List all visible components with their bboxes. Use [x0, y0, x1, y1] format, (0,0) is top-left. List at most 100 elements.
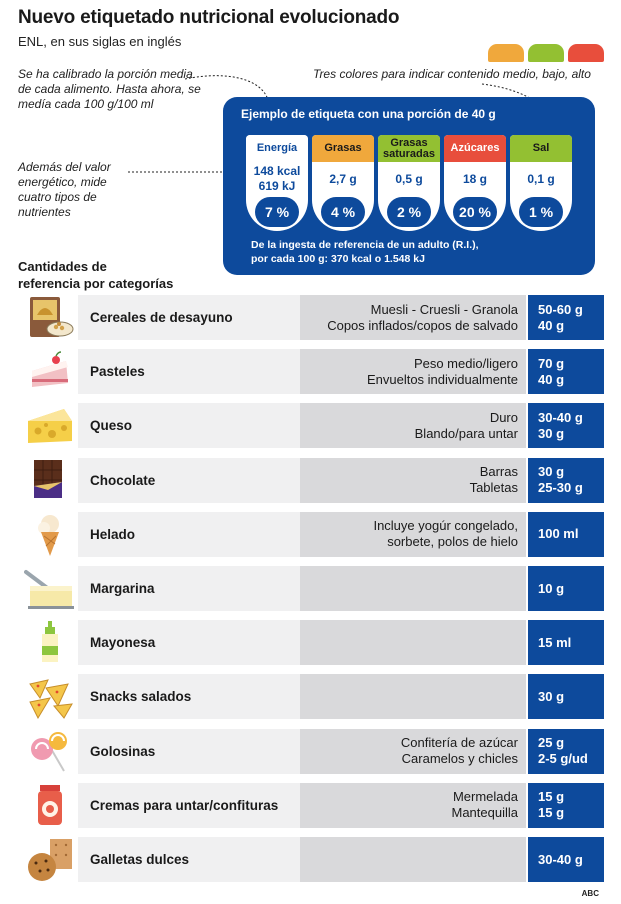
category-name-cell: Galletas dulces [78, 837, 300, 882]
category-amount-line: 70 g [538, 355, 565, 371]
category-amount-line: 30 g [538, 688, 565, 704]
category-amount-cell: 30-40 g [528, 837, 604, 882]
gda-column: Energía 148 kcal 619 kJ 7 % [246, 135, 308, 231]
category-description-line: Duro [489, 409, 518, 425]
category-description-cell: Peso medio/ligero Envueltos individualmen… [300, 349, 526, 395]
category-description-line: Muesli - Cruesli - Granola [370, 301, 518, 317]
colors-note: Tres colores para indicar contenido medi… [313, 67, 591, 81]
category-amount-cell: 15 g 15 g [528, 782, 604, 828]
category-description-cell [300, 674, 526, 720]
gda-column: Sal 0,1 g 1 % [510, 135, 572, 231]
category-description-line: Confitería de azúcar [400, 735, 518, 751]
cereal-box-icon [24, 295, 76, 340]
category-description-cell [300, 837, 526, 882]
category-amount-cell: 100 ml [528, 511, 604, 557]
gda-nutrient-name: Energía [246, 135, 308, 162]
category-amount-line: 15 g [538, 789, 565, 805]
category-description-line: Peso medio/ligero [413, 355, 518, 371]
gda-values: 0,1 g [510, 162, 572, 196]
chocolate-bar-icon [24, 458, 76, 503]
category-description-line: sorbete, polos de hielo [387, 534, 518, 550]
category-row: Chocolate Barras Tabletas 30 g 25-30 g [18, 457, 604, 503]
category-row: Margarina 10 g [18, 566, 604, 611]
color-legend [488, 44, 604, 62]
category-description-cell: Mermelada Mantequilla [300, 782, 526, 828]
category-name-cell: Chocolate [78, 457, 300, 503]
category-amount-line: 100 ml [538, 526, 579, 542]
category-description-line: Blando/para untar [414, 425, 518, 441]
category-amount: 30 g 25-30 g [538, 458, 583, 503]
category-amount-cell: 50-60 g 40 g [528, 295, 604, 340]
category-amount-cell: 70 g 40 g [528, 349, 604, 395]
category-row: Queso Duro Blando/para untar 30-40 g 30 g [18, 403, 604, 449]
category-row: Cereales de desayuno Muesli - Cruesli - G… [18, 295, 604, 340]
category-name-cell: Pasteles [78, 349, 300, 395]
label-footnote-line-2: por cada 100 g: 370 kcal o 1.548 kJ [251, 253, 425, 265]
category-amount-line: 10 g [538, 580, 565, 596]
category-amount-cell: 30 g 25-30 g [528, 457, 604, 503]
category-amount-line: 30-40 g [538, 409, 583, 425]
category-description-line: Barras [479, 464, 518, 480]
categories-heading-line-2: referencia por categorías [18, 276, 174, 291]
category-amount-line: 40 g [538, 371, 565, 387]
category-name-cell: Golosinas [78, 728, 300, 774]
category-name: Helado [90, 526, 136, 542]
category-row: Golosinas Confitería de azúcar Caramelos y… [18, 728, 604, 774]
source-credit: ABC [581, 889, 599, 898]
nutrition-label-example: Ejemplo de etiqueta con una porción de 4… [223, 97, 595, 275]
category-row: Snacks salados 30 g [18, 674, 604, 720]
category-name-cell: Cremas para untar/confituras [78, 782, 300, 828]
gda-value: 2,7 g [329, 171, 357, 186]
gda-column: Grasas 2,7 g 4 % [312, 135, 374, 231]
gda-nutrient-name: Azúcares [444, 135, 506, 162]
gda-values: 18 g [444, 162, 506, 196]
low-color-swatch [528, 44, 564, 62]
category-name-cell: Snacks salados [78, 674, 300, 720]
margarine-tub-icon [24, 566, 76, 611]
gda-column: Azúcares 18 g 20 % [444, 135, 506, 231]
category-description-line: Mermelada [452, 789, 518, 805]
category-description-line: Mantequilla [451, 805, 519, 821]
category-amount-line: 30 g [538, 464, 565, 480]
category-amount-cell: 10 g [528, 566, 604, 611]
page-title: Nuevo etiquetado nutricional evolucionad… [18, 7, 400, 28]
mayonnaise-bottle-icon [24, 620, 76, 665]
categories-heading: Cantidades de referencia por categorías [18, 258, 173, 292]
category-amount-line: 25-30 g [538, 480, 583, 496]
label-footnote: De la ingesta de referencia de un adulto… [251, 238, 479, 266]
category-name: Mayonesa [90, 635, 156, 651]
category-row: Helado Incluye yogúr congelado, sorbete, p… [18, 511, 604, 557]
category-description-line: Envueltos individualmente [366, 371, 518, 387]
category-name-cell: Cereales de desayuno [78, 295, 300, 340]
label-heading: Ejemplo de etiqueta con una porción de 4… [241, 107, 496, 121]
category-description-cell: Confitería de azúcar Caramelos y chicles [300, 728, 526, 774]
category-description-cell: Barras Tabletas [300, 457, 526, 503]
category-description-cell: Muesli - Cruesli - Granola Copos inflados… [300, 295, 526, 340]
category-amount-line: 30-40 g [538, 851, 583, 867]
portion-arrow [184, 75, 269, 101]
jam-jar-icon [24, 783, 76, 828]
category-description-line: Caramelos y chicles [401, 751, 518, 767]
gda-percent: 4 % [321, 197, 365, 227]
gda-value: 18 g [462, 171, 487, 186]
category-name: Snacks salados [90, 689, 192, 705]
category-name-cell: Margarina [78, 566, 300, 611]
category-amount: 10 g [538, 566, 564, 611]
category-row: Cremas para untar/confituras Mermelada Man… [18, 782, 604, 828]
gda-value-secondary: 619 kJ [258, 179, 296, 193]
portion-note: Se ha calibrado la porción media de cada… [18, 67, 201, 111]
category-name: Pasteles [90, 364, 145, 380]
category-amount-cell: 15 ml [528, 620, 604, 666]
gda-percent: 2 % [387, 197, 431, 227]
page-subtitle: ENL, en sus siglas en inglés [18, 34, 182, 49]
gda-percent: 1 % [519, 197, 563, 227]
category-amount: 50-60 g 40 g [538, 295, 583, 340]
category-amount-line: 25 g [538, 735, 565, 751]
lollipop-icon [24, 729, 76, 774]
medium-color-swatch [488, 44, 524, 62]
category-amount: 30 g [538, 674, 564, 719]
category-amount-cell: 30-40 g 30 g [528, 403, 604, 449]
category-description-line: Copos inflados/copos de salvado [327, 317, 518, 333]
category-name: Galletas dulces [90, 852, 190, 867]
category-name-cell: Helado [78, 511, 300, 557]
